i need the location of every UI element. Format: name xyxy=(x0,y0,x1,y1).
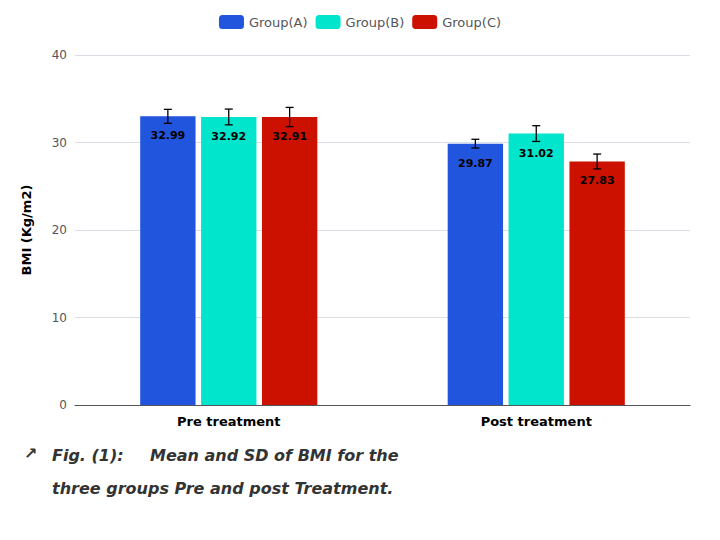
svg-text:29.87: 29.87 xyxy=(458,157,493,170)
svg-text:↗: ↗ xyxy=(24,444,37,463)
svg-text:Fig. (1):: Fig. (1): xyxy=(52,446,124,465)
svg-text:32.99: 32.99 xyxy=(150,129,185,142)
svg-text:27.83: 27.83 xyxy=(580,174,615,187)
svg-text:Post treatment: Post treatment xyxy=(481,414,592,429)
svg-text:32.91: 32.91 xyxy=(272,130,307,143)
svg-text:31.02: 31.02 xyxy=(519,147,554,160)
svg-text:30: 30 xyxy=(52,136,67,150)
svg-text:10: 10 xyxy=(52,311,67,325)
svg-text:40: 40 xyxy=(52,48,67,62)
svg-text:32.92: 32.92 xyxy=(211,130,246,143)
svg-text:20: 20 xyxy=(52,223,67,237)
svg-text:BMI (Kg/m2): BMI (Kg/m2) xyxy=(19,185,34,276)
svg-text:0: 0 xyxy=(59,398,67,412)
svg-text:Pre treatment: Pre treatment xyxy=(177,414,281,429)
svg-text:Mean and SD of BMI for the: Mean and SD of BMI for the xyxy=(150,446,399,465)
svg-text:Group(B): Group(B) xyxy=(346,15,405,30)
svg-text:three groups Pre and post Trea: three groups Pre and post Treatment. xyxy=(52,479,393,498)
svg-text:Group(C): Group(C) xyxy=(442,15,501,30)
svg-text:Group(A): Group(A) xyxy=(249,15,308,30)
